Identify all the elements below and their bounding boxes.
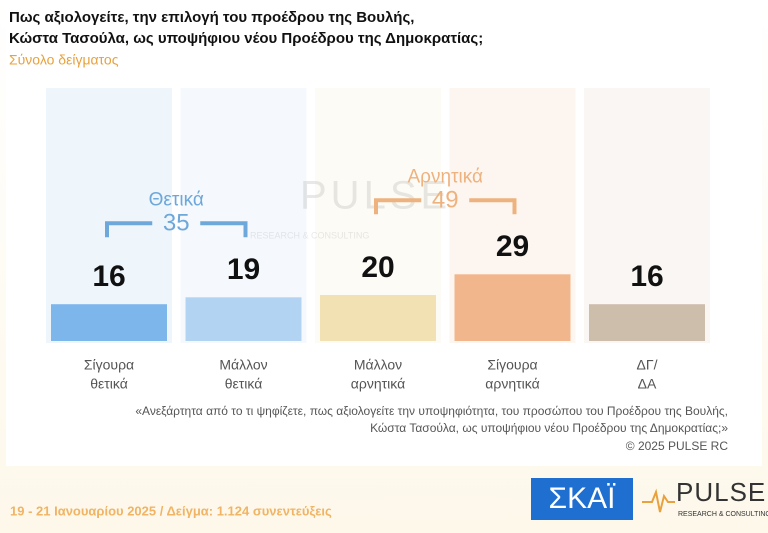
- category-label: αρνητικά: [485, 376, 539, 392]
- group-name: Θετικά: [149, 189, 204, 210]
- pulse-logo-text: PULSE: [676, 477, 766, 507]
- watermark-text: PULSE: [300, 174, 451, 218]
- group-bracket: [105, 221, 248, 238]
- question-note: «Ανεξάρτητα από το τι ψηφίζετε, πως αξιο…: [135, 404, 728, 418]
- value-label: 29: [496, 230, 529, 263]
- column-bg: [46, 88, 172, 343]
- category-label: αρνητικά: [351, 376, 405, 392]
- category-label: θετικά: [225, 376, 263, 392]
- bar: [589, 304, 705, 341]
- category-label: ΔΑ: [638, 376, 657, 392]
- column-bg: [584, 88, 710, 343]
- skai-logo-text: ΣΚΑΪ: [549, 482, 617, 515]
- value-label: 20: [361, 251, 394, 284]
- category-label: Σίγουρα: [487, 357, 537, 373]
- category-label: Μάλλον: [354, 357, 402, 373]
- title-line: Πως αξιολογείτε, την επιλογή του προέδρο…: [9, 9, 414, 26]
- pulse-logo-wave: [642, 488, 675, 513]
- fieldwork: 19 - 21 Ιανουαρίου 2025 / Δείγμα: 1.124 …: [10, 503, 332, 518]
- group-value: 35: [163, 210, 190, 237]
- watermark: PULSE RESEARCH & CONSULTING: [250, 174, 451, 241]
- bar: [454, 274, 571, 341]
- category-label: ΔΓ/: [637, 357, 658, 373]
- value-label: 16: [92, 260, 125, 293]
- category-label: θετικά: [90, 376, 128, 392]
- copyright: © 2025 PULSE RC: [626, 439, 729, 453]
- value-label: 19: [227, 253, 260, 286]
- bar: [320, 295, 436, 341]
- skai-logo: [531, 478, 633, 520]
- category-label: Μάλλον: [219, 357, 267, 373]
- bar: [51, 304, 167, 341]
- bar: [185, 297, 302, 341]
- watermark-sub: RESEARCH & CONSULTING: [250, 230, 369, 240]
- question-note: Κώστα Τασούλα, ως υποψήφιου νέου Προέδρο…: [370, 421, 728, 435]
- panel: [6, 6, 762, 466]
- group-name: Αρνητικά: [407, 166, 483, 187]
- group-bracket: [374, 198, 517, 215]
- group-value: 49: [432, 187, 459, 214]
- title-line: Κώστα Τασούλα, ως υποψήφιου νέου Προέδρο…: [9, 30, 483, 47]
- subtitle: Σύνολο δείγματος: [9, 52, 119, 68]
- category-label: Σίγουρα: [84, 357, 134, 373]
- pulse-logo-sub: RESEARCH & CONSULTING: [678, 511, 768, 518]
- value-label: 16: [630, 260, 663, 293]
